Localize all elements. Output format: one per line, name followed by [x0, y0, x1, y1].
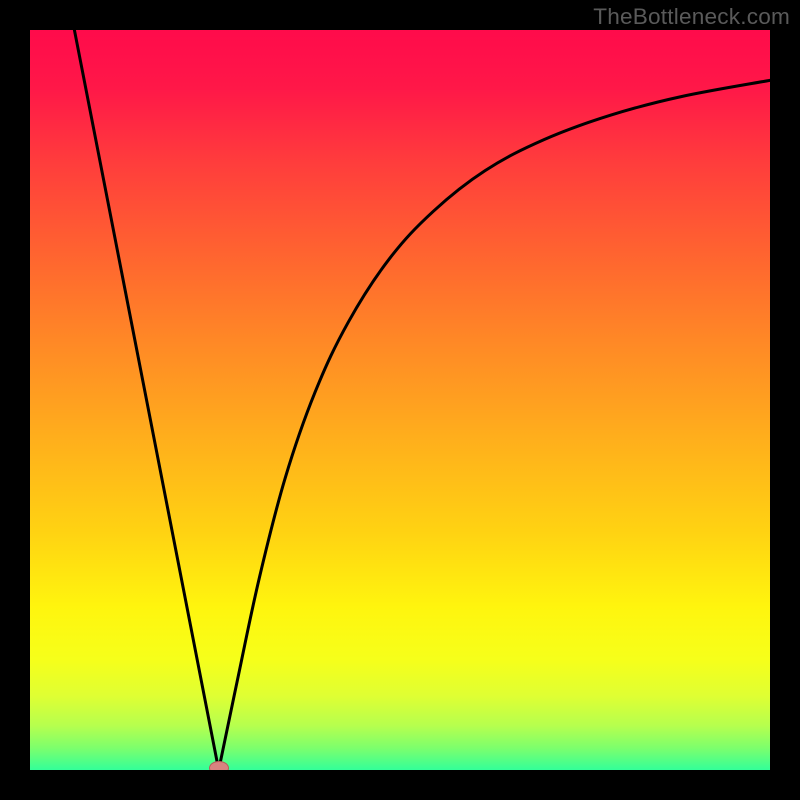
watermark-text: TheBottleneck.com	[593, 4, 790, 30]
minimum-marker	[209, 761, 229, 770]
curve-path	[74, 30, 770, 770]
chart-frame: TheBottleneck.com	[0, 0, 800, 800]
bottleneck-curve	[30, 30, 770, 770]
plot-area	[30, 30, 770, 770]
